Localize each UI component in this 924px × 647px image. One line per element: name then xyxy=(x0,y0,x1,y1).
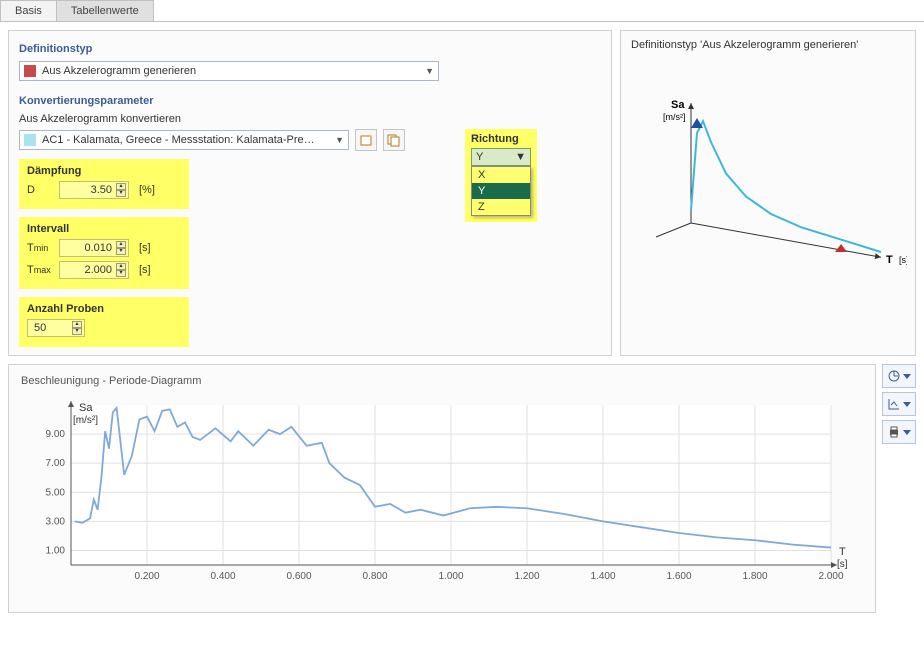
svg-text:Sa: Sa xyxy=(79,402,93,414)
svg-text:Sa: Sa xyxy=(671,99,685,111)
definitionstyp-value: Aus Akzelerogramm generieren xyxy=(42,65,196,77)
svg-text:9.00: 9.00 xyxy=(46,429,66,440)
parameters-panel: Definitionstyp Aus Akzelerogramm generie… xyxy=(8,30,612,356)
damping-block: Dämpfung D 3.50▴▾ [%] xyxy=(19,159,189,209)
axes-tool-button[interactable] xyxy=(882,392,916,416)
svg-text:[s]: [s] xyxy=(837,559,848,570)
chevron-down-icon: ▼ xyxy=(425,66,434,76)
direction-label: Richtung xyxy=(471,133,531,145)
interval-block: Intervall Tmin 0.010▴▾ [s] Tmax 2.000▴▾ … xyxy=(19,217,189,289)
svg-text:1.600: 1.600 xyxy=(666,571,691,582)
bottom-chart-title: Beschleunigung - Periode-Diagramm xyxy=(21,375,863,387)
svg-text:1.800: 1.800 xyxy=(742,571,767,582)
zoom-tool-button[interactable] xyxy=(882,364,916,388)
tab-basis[interactable]: Basis xyxy=(0,0,57,21)
svg-text:0.800: 0.800 xyxy=(362,571,387,582)
tmax-label: Tmax xyxy=(27,264,53,276)
definitionstyp-title: Definitionstyp xyxy=(19,43,601,55)
samples-block: Anzahl Proben 50▴▾ xyxy=(19,297,189,347)
chevron-down-icon: ▼ xyxy=(515,151,526,163)
damping-unit: [%] xyxy=(139,184,155,196)
svg-text:0.400: 0.400 xyxy=(210,571,235,582)
svg-text:0.200: 0.200 xyxy=(134,571,159,582)
preview-title: Definitionstyp 'Aus Akzelerogramm generi… xyxy=(631,39,905,51)
direction-box: Richtung Y ▼ X Y Z xyxy=(465,129,537,222)
samples-title: Anzahl Proben xyxy=(27,303,181,315)
definitionstyp-combo[interactable]: Aus Akzelerogramm generieren ▼ xyxy=(19,61,439,81)
svg-text:[m/s²]: [m/s²] xyxy=(663,112,686,122)
samples-input[interactable]: 50▴▾ xyxy=(27,319,85,337)
damping-symbol: D xyxy=(27,184,53,196)
svg-text:3.00: 3.00 xyxy=(46,516,66,527)
svg-text:7.00: 7.00 xyxy=(46,458,66,469)
bottom-chart-panel: Beschleunigung - Periode-Diagramm 1.00 3.… xyxy=(8,364,876,613)
chart-toolbar xyxy=(882,364,916,613)
preview-chart: Sa[m/s²] T [s] xyxy=(631,63,907,273)
preview-panel: Definitionstyp 'Aus Akzelerogramm generi… xyxy=(620,30,916,356)
print-tool-button[interactable] xyxy=(882,420,916,444)
svg-text:1.000: 1.000 xyxy=(438,571,463,582)
svg-text:[m/s²]: [m/s²] xyxy=(73,415,98,426)
tmax-unit: [s] xyxy=(139,264,151,276)
svg-text:T: T xyxy=(839,546,846,558)
tab-tabellenwerte[interactable]: Tabellenwerte xyxy=(56,0,154,21)
direction-option-y[interactable]: Y xyxy=(472,183,530,199)
tab-bar: Basis Tabellenwerte xyxy=(0,0,924,22)
svg-text:1.400: 1.400 xyxy=(590,571,615,582)
tmin-unit: [s] xyxy=(139,242,151,254)
svg-text:0.600: 0.600 xyxy=(286,571,311,582)
damping-input[interactable]: 3.50▴▾ xyxy=(59,181,129,199)
konvertierung-title: Konvertierungsparameter xyxy=(19,95,601,107)
conv-label: Aus Akzelerogramm konvertieren xyxy=(19,113,601,125)
svg-text:1.00: 1.00 xyxy=(46,545,66,556)
bottom-chart: 1.00 3.00 5.00 7.00 9.00 0.200 0.400 0.600 0.800… xyxy=(21,395,851,595)
accel-combo[interactable]: AC1 - Kalamata, Greece - Messstation: Ka… xyxy=(19,130,349,150)
direction-option-x[interactable]: X xyxy=(472,167,530,183)
svg-text:5.00: 5.00 xyxy=(46,487,66,498)
tmin-input[interactable]: 0.010▴▾ xyxy=(59,239,129,257)
svg-text:1.200: 1.200 xyxy=(514,571,539,582)
accel-combo-value: AC1 - Kalamata, Greece - Messstation: Ka… xyxy=(42,134,315,146)
direction-dropdown: X Y Z xyxy=(471,166,531,216)
copy-item-button[interactable] xyxy=(383,129,405,151)
svg-text:T: T xyxy=(886,254,893,266)
damping-title: Dämpfung xyxy=(27,165,181,177)
direction-selected: Y xyxy=(476,151,483,163)
svg-text:2.000: 2.000 xyxy=(818,571,843,582)
tmax-input[interactable]: 2.000▴▾ xyxy=(59,261,129,279)
svg-text:[s]: [s] xyxy=(899,255,907,265)
interval-title: Intervall xyxy=(27,223,181,235)
tmin-label: Tmin xyxy=(27,242,53,254)
chevron-down-icon: ▼ xyxy=(335,135,344,145)
new-item-button[interactable] xyxy=(355,129,377,151)
direction-combo[interactable]: Y ▼ xyxy=(471,148,531,166)
direction-option-z[interactable]: Z xyxy=(472,199,530,215)
